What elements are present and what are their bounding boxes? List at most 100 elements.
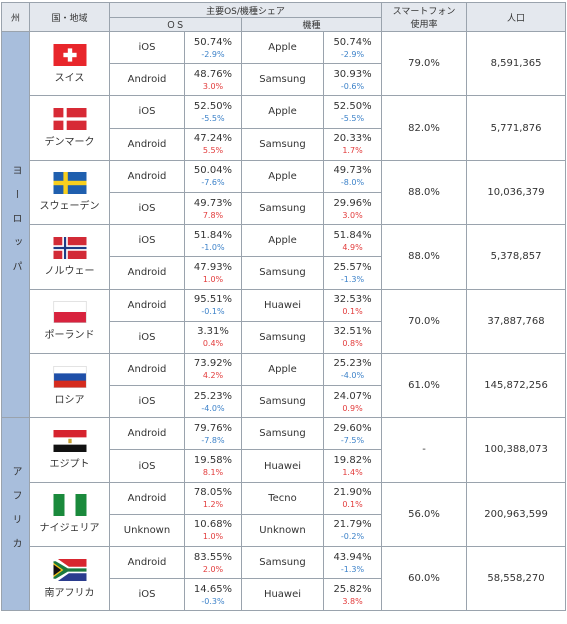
rate-header-line: スマートフォン — [392, 7, 456, 17]
device-share: 52.50% — [333, 100, 372, 112]
share-header: 主要OS/機種シェア — [108, 2, 383, 18]
device-share: 21.79% — [333, 519, 372, 531]
table-row: ナイジェリア Android 78.05% 1.2% Tecno 21.90% 0.1% 56… — [2, 481, 567, 548]
device-share-cell: 25.57% -1.3% — [322, 256, 383, 290]
country-name: デンマーク — [44, 137, 95, 149]
device-share-cell: 51.84% 4.9% — [322, 224, 383, 258]
smartphone-rate: - — [381, 417, 468, 483]
os-share-change: 8.1% — [202, 468, 224, 478]
device-name: Huawei — [241, 449, 324, 483]
os-name: iOS — [109, 385, 185, 419]
device-name: Samsung — [241, 63, 324, 97]
table-row: アフリカ エジプト Android 79.76% -7.8% Samsung 29.60% -… — [1, 417, 567, 612]
region-header: 州 — [1, 2, 30, 32]
device-share-change: 1.4% — [342, 468, 363, 478]
flag-icon — [53, 172, 86, 195]
os-share: 47.93% — [193, 261, 233, 273]
rate-header-line: 使用率 — [410, 20, 438, 30]
country-cell: ナイジェリア — [29, 481, 110, 548]
os-name: Unknown — [109, 513, 185, 548]
os-share: 83.55% — [193, 551, 233, 563]
smartphone-rate: 60.0% — [381, 545, 468, 612]
table-row: Android 48.76% 3.0% Samsung 30.93% -0.6% — [2, 63, 566, 97]
region-cell: アフリカ — [1, 417, 30, 612]
device-share-cell: 25.82% 3.8% — [322, 578, 383, 612]
os-share-cell: 19.58% 8.1% — [184, 449, 242, 483]
os-name: Android — [109, 159, 185, 193]
device-name: Samsung — [241, 256, 324, 290]
device-share-cell: 24.07% 0.9% — [322, 385, 383, 419]
os-share-cell: 73.92% 4.2% — [184, 352, 242, 387]
device-share-cell: 25.23% -4.0% — [322, 352, 383, 387]
device-name: Samsung — [241, 417, 324, 451]
os-share: 52.50% — [193, 100, 233, 112]
os-name: Android — [109, 256, 185, 290]
os-share-change: 7.8% — [202, 210, 224, 220]
flag-icon — [53, 429, 86, 452]
country-cell: 南アフリカ — [29, 545, 110, 612]
smartphone-rate: 88.0% — [381, 224, 468, 290]
device-share-cell: 29.60% -7.5% — [322, 417, 383, 451]
share-table: 州 国・地域 主要OS/機種シェア スマートフォン 使用率 人口 ＯＳ 機種 ヨー… — [1, 2, 567, 612]
device-share-change: 0.9% — [342, 403, 363, 413]
smartphone-rate: 88.0% — [381, 159, 468, 226]
os-name: Android — [109, 288, 185, 322]
os-name: Android — [109, 352, 185, 387]
os-share: 47.24% — [193, 133, 233, 145]
device-share-cell: 32.53% 0.1% — [322, 288, 383, 322]
country-name: ポーランド — [44, 330, 95, 342]
device-share: 24.07% — [333, 390, 372, 402]
population: 145,872,256 — [466, 352, 567, 419]
flag-icon — [53, 43, 86, 66]
device-share-cell: 20.33% 1.7% — [322, 127, 383, 161]
os-share-change: 2.0% — [202, 564, 224, 574]
device-share-change: -8.0% — [340, 178, 365, 188]
table-row: ポーランド Android 95.51% -0.1% Huawei 32.53% 0.1% 7… — [2, 288, 567, 354]
country-cell: スウェーデン — [29, 159, 110, 226]
os-share-change: 4.2% — [202, 371, 224, 381]
os-share-cell: 95.51% -0.1% — [184, 288, 242, 322]
device-name: Apple — [241, 224, 324, 258]
device-share-change: 3.0% — [342, 210, 363, 220]
table-row: iOS 14.65% -0.3% Huawei 25.82% 3.8% — [2, 578, 566, 612]
os-name: Android — [109, 417, 185, 451]
device-name: Apple — [241, 352, 324, 387]
device-share-change: 1.7% — [342, 146, 363, 156]
os-name: Android — [109, 545, 185, 580]
os-share-change: 0.4% — [202, 339, 224, 349]
os-share: 10.68% — [193, 519, 233, 531]
region-name: ヨーロッパ — [10, 164, 21, 285]
os-share-cell: 50.74% -2.9% — [184, 30, 242, 65]
country-name: 南アフリカ — [44, 587, 95, 599]
header-row: 州 国・地域 主要OS/機種シェア スマートフォン 使用率 人口 — [1, 2, 567, 32]
flag-icon — [53, 301, 86, 324]
os-share-change: 5.5% — [202, 146, 224, 156]
country-name: スイス — [54, 72, 85, 84]
device-share-change: 4.9% — [342, 242, 363, 252]
device-name: Samsung — [241, 191, 324, 226]
os-share-change: -7.8% — [201, 435, 225, 445]
device-share-change: -1.3% — [340, 564, 365, 574]
os-share-cell: 83.55% 2.0% — [184, 545, 242, 580]
device-name: Apple — [241, 30, 324, 65]
device-share-cell: 30.93% -0.6% — [322, 63, 383, 97]
country-cell: エジプト — [29, 417, 110, 483]
flag-icon — [53, 494, 86, 517]
os-share-change: -2.9% — [201, 49, 225, 59]
device-share: 25.82% — [333, 583, 372, 595]
device-share-change: 3.8% — [342, 596, 363, 606]
population-header: 人口 — [466, 2, 567, 32]
os-name: iOS — [109, 191, 185, 226]
device-share-cell: 50.74% -2.9% — [322, 30, 383, 65]
os-share: 50.74% — [193, 36, 233, 48]
device-share-change: -2.9% — [340, 49, 365, 59]
os-share: 78.05% — [193, 487, 233, 499]
os-share-change: -0.3% — [201, 596, 225, 606]
country-cell: デンマーク — [29, 95, 110, 161]
flag-icon — [53, 365, 86, 388]
device-share-cell: 19.82% 1.4% — [322, 449, 383, 483]
device-share-cell: 21.79% -0.2% — [322, 513, 383, 548]
device-share: 32.51% — [333, 326, 372, 338]
smartphone-rate: 56.0% — [381, 481, 468, 548]
os-share: 19.58% — [193, 455, 233, 467]
